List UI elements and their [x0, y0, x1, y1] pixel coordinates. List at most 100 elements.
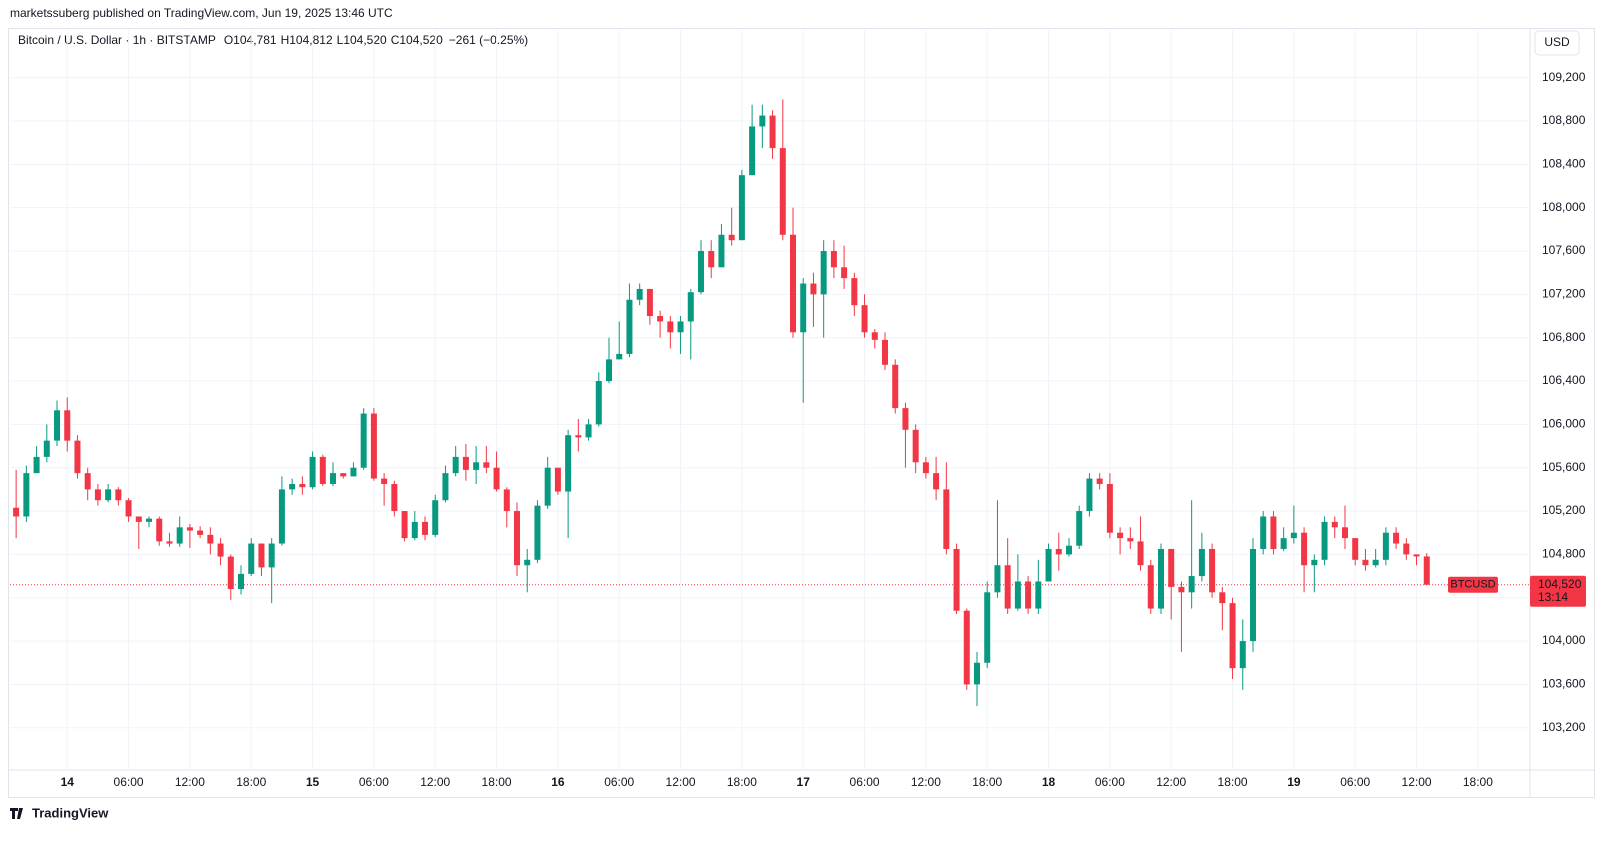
candle-body [299, 483, 306, 488]
candle-body [769, 115, 776, 149]
candle-body [1260, 516, 1267, 549]
candle-body [227, 556, 234, 590]
candle-body [1209, 548, 1216, 593]
candle-body [1045, 548, 1052, 582]
candle-body [207, 534, 214, 544]
candle-body [646, 288, 653, 317]
candle-body [135, 516, 142, 522]
candle-body [43, 440, 50, 457]
candle-body [289, 483, 296, 490]
candle-body [391, 483, 398, 512]
candle-body [616, 353, 623, 360]
candle-body [1096, 478, 1103, 484]
y-tick-label: 103,600 [1542, 677, 1586, 691]
candle-body [708, 251, 715, 268]
candle-body [156, 518, 163, 542]
candle-body [1188, 576, 1195, 593]
candle-body [197, 530, 204, 535]
candle-body [728, 234, 735, 241]
candle-body [749, 126, 756, 176]
candle-body [1423, 556, 1430, 585]
candle-body [830, 251, 837, 268]
candle-body [54, 410, 61, 441]
symbol: Bitcoin / U.S. Dollar · 1h · BITSTAMP [18, 33, 216, 47]
candle-body [1086, 478, 1093, 512]
candle-body [554, 467, 561, 492]
candle-body [626, 299, 633, 354]
candle-body [851, 278, 858, 306]
currency-button[interactable] [1534, 30, 1580, 56]
x-tick-label: 18:00 [1463, 775, 1493, 789]
candle-body [1331, 521, 1338, 528]
candle-body [514, 511, 521, 566]
candle-body [861, 305, 868, 333]
candle-body [268, 543, 275, 568]
candle-body [1270, 516, 1277, 549]
y-tick-label: 103,200 [1542, 720, 1586, 734]
x-tick-label: 19 [1287, 775, 1301, 789]
candle-body [1004, 565, 1011, 609]
candle-body [1168, 548, 1175, 587]
x-tick-label: 18 [1042, 775, 1056, 789]
symbol-tag-label: BTCUSD [1450, 579, 1495, 591]
brand-logo [10, 808, 23, 819]
candle-body [1341, 527, 1348, 539]
y-tick-label: 106,000 [1542, 417, 1586, 431]
y-tick-label: 105,600 [1542, 460, 1586, 474]
candle-body [1382, 532, 1389, 560]
y-tick-label: 108,000 [1542, 200, 1586, 214]
candle-body [565, 435, 572, 492]
candle-body [105, 489, 112, 501]
x-tick-label: 06:00 [604, 775, 634, 789]
candle-body [667, 321, 674, 333]
candle-body [1055, 548, 1062, 555]
currency-label[interactable]: USD [1544, 35, 1570, 49]
candle-body [94, 489, 101, 501]
candle-body [1178, 586, 1185, 593]
x-tick-label: 15 [306, 775, 320, 789]
candle-body [943, 489, 950, 549]
candle-body [1413, 554, 1420, 557]
candle-body [1229, 603, 1236, 669]
candle-body [1219, 592, 1226, 604]
candle-body [687, 292, 694, 322]
publisher-line: marketssuberg published on TradingView.c… [10, 6, 393, 20]
candle-body [23, 473, 30, 517]
candle-body [360, 413, 367, 468]
candle-body [370, 413, 377, 479]
candle-body [1025, 581, 1032, 609]
candle-body [585, 424, 592, 438]
candle-body [13, 507, 20, 517]
candle-body [1014, 581, 1021, 609]
candle-body [146, 518, 153, 522]
y-tick-label: 106,400 [1542, 373, 1586, 387]
x-tick-label: 18:00 [1218, 775, 1248, 789]
candle-body [258, 543, 265, 568]
ohlc-letter: C [391, 33, 400, 47]
candle-body [166, 541, 173, 544]
candle-body [503, 489, 510, 512]
x-tick-label: 17 [797, 775, 811, 789]
candle-body [544, 467, 551, 506]
candle-body [841, 267, 848, 279]
x-tick-label: 14 [61, 775, 75, 789]
candle-body [340, 473, 347, 477]
y-tick-label: 109,200 [1542, 70, 1586, 84]
candle-body [1280, 538, 1287, 549]
candle-body [84, 473, 91, 490]
candle-body [1117, 532, 1124, 539]
candle-body [350, 467, 357, 477]
candle-body [278, 489, 285, 544]
candle-body [381, 478, 388, 484]
candle-body [176, 527, 183, 544]
candle-body [881, 339, 888, 365]
x-tick-label: 12:00 [420, 775, 450, 789]
brand-name: TradingView [32, 805, 109, 820]
x-tick-label: 12:00 [1156, 775, 1186, 789]
candle-body [330, 473, 337, 484]
candle-body [606, 359, 613, 382]
candle-body [1127, 538, 1134, 542]
candle-body [309, 456, 316, 488]
candle-body [442, 473, 449, 501]
